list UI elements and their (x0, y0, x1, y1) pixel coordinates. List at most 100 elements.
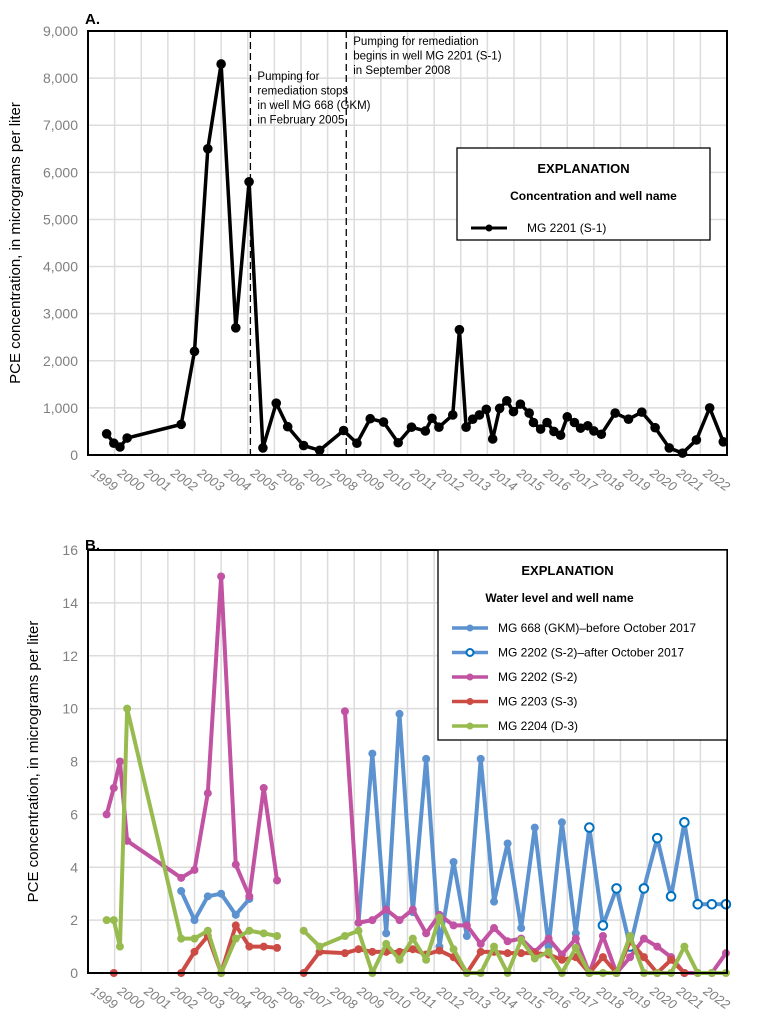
x-tick-label: 2018 (593, 983, 627, 1013)
data-point (422, 955, 431, 964)
data-point (203, 926, 212, 935)
y-tick-label: 4 (70, 859, 78, 875)
data-point (481, 404, 492, 415)
legend-entry-label: MG 668 (GKM)–before October 2017 (498, 621, 696, 635)
data-point (503, 839, 512, 848)
data-point (368, 947, 377, 956)
series-line (104, 574, 280, 899)
legend: EXPLANATION Water level and well name MG 6… (437, 549, 728, 741)
data-point (517, 924, 526, 933)
data-point (490, 942, 499, 951)
data-point (393, 437, 403, 448)
data-point (571, 943, 580, 952)
x-tick-label: 2021 (673, 983, 706, 1012)
data-point (338, 425, 349, 436)
data-point (720, 898, 732, 910)
x-tick-label: 2008 (327, 465, 361, 495)
annotation-text: in well MG 668 (GKM) (257, 100, 370, 112)
data-point (177, 887, 186, 896)
legend-entry-label: MG 2202 (S-2)–after October 2017 (498, 646, 684, 660)
x-tick-label: 2009 (354, 465, 387, 494)
x-tick-label: 2014 (487, 465, 520, 494)
x-tick-label: 2011 (407, 465, 439, 494)
data-point (706, 898, 718, 910)
chart-panel-a: 0 1,000 2,000 3,000 4,000 5,000 6,000 7,000 8,00… (7, 11, 734, 494)
data-point (503, 949, 512, 958)
data-point (584, 822, 595, 833)
data-point (259, 929, 268, 938)
data-point (569, 417, 580, 428)
data-point (542, 417, 552, 428)
data-point (354, 918, 363, 927)
data-point (395, 955, 404, 964)
chart-panel-b: 0246810121416199920002001200220032004200… (25, 537, 734, 1012)
x-tick-label: 2016 (540, 465, 574, 495)
data-point (190, 865, 199, 874)
data-point (203, 143, 213, 154)
data-point (190, 916, 199, 925)
y-tick-label: 8 (70, 754, 78, 770)
data-point (354, 945, 363, 954)
plot-frame (87, 549, 728, 974)
data-point (122, 433, 132, 443)
x-tick-label: 2009 (354, 983, 387, 1012)
data-point (517, 949, 526, 958)
legend: EXPLANATION Concentration and well name MG… (456, 147, 711, 241)
series-mg-2202-s-2- (102, 572, 730, 977)
data-point (427, 413, 437, 424)
data-point (123, 704, 132, 713)
annotation-text: Pumping for remediation (353, 36, 478, 48)
data-point (639, 934, 648, 943)
data-point (626, 931, 635, 940)
data-point (598, 953, 607, 962)
y-tick-label: 2 (70, 912, 78, 928)
data-point (528, 417, 539, 428)
legend-subtitle: Water level and well name (485, 591, 634, 605)
data-point (557, 818, 566, 827)
y-tick-label: 0 (70, 447, 78, 463)
data-point (115, 942, 124, 951)
data-point (422, 929, 431, 938)
y-tick-label: 4,000 (43, 259, 78, 275)
x-tick-label: 2010 (380, 465, 414, 495)
data-point (340, 707, 349, 716)
x-tick-label: 2017 (567, 465, 601, 495)
x-tick-label: 2018 (593, 465, 627, 495)
data-point (494, 403, 505, 414)
x-tick-label: 2020 (647, 983, 681, 1013)
data-point (474, 410, 485, 420)
x-tick-label: 2007 (300, 983, 334, 1013)
y-axis-label: PCE concentration, in micrograms per lit… (25, 621, 42, 903)
data-point (637, 407, 647, 417)
data-point (449, 857, 458, 866)
legend-swatch-marker (466, 624, 474, 632)
data-point (462, 931, 471, 940)
annotation-text: Pumping for (257, 71, 319, 83)
panel-label: A. (85, 11, 100, 28)
legend-title: EXPLANATION (521, 563, 613, 578)
x-tick-label: 2006 (274, 983, 308, 1013)
legend-entry-label: MG 2203 (S-3) (498, 695, 577, 709)
data-point (610, 408, 620, 418)
data-point (102, 916, 111, 925)
data-point (231, 934, 240, 943)
data-point (189, 346, 200, 357)
data-point (462, 921, 471, 930)
data-point (461, 422, 471, 433)
x-tick-label: 2022 (700, 465, 734, 495)
y-tick-label: 6,000 (43, 164, 78, 180)
data-point (503, 937, 512, 946)
data-point (217, 889, 226, 898)
x-tick-label: 2016 (540, 983, 574, 1013)
data-point (382, 905, 391, 914)
data-point (245, 942, 254, 951)
x-tick-label: 2011 (407, 983, 439, 1012)
y-tick-label: 10 (62, 701, 78, 717)
data-point (544, 934, 553, 943)
series-mg-668-gkm-before-october-2017 (177, 709, 594, 951)
data-point (562, 412, 573, 422)
data-point (282, 421, 293, 432)
x-tick-label: 2019 (620, 465, 653, 494)
legend-swatch-marker (466, 698, 474, 705)
data-point (203, 892, 212, 901)
